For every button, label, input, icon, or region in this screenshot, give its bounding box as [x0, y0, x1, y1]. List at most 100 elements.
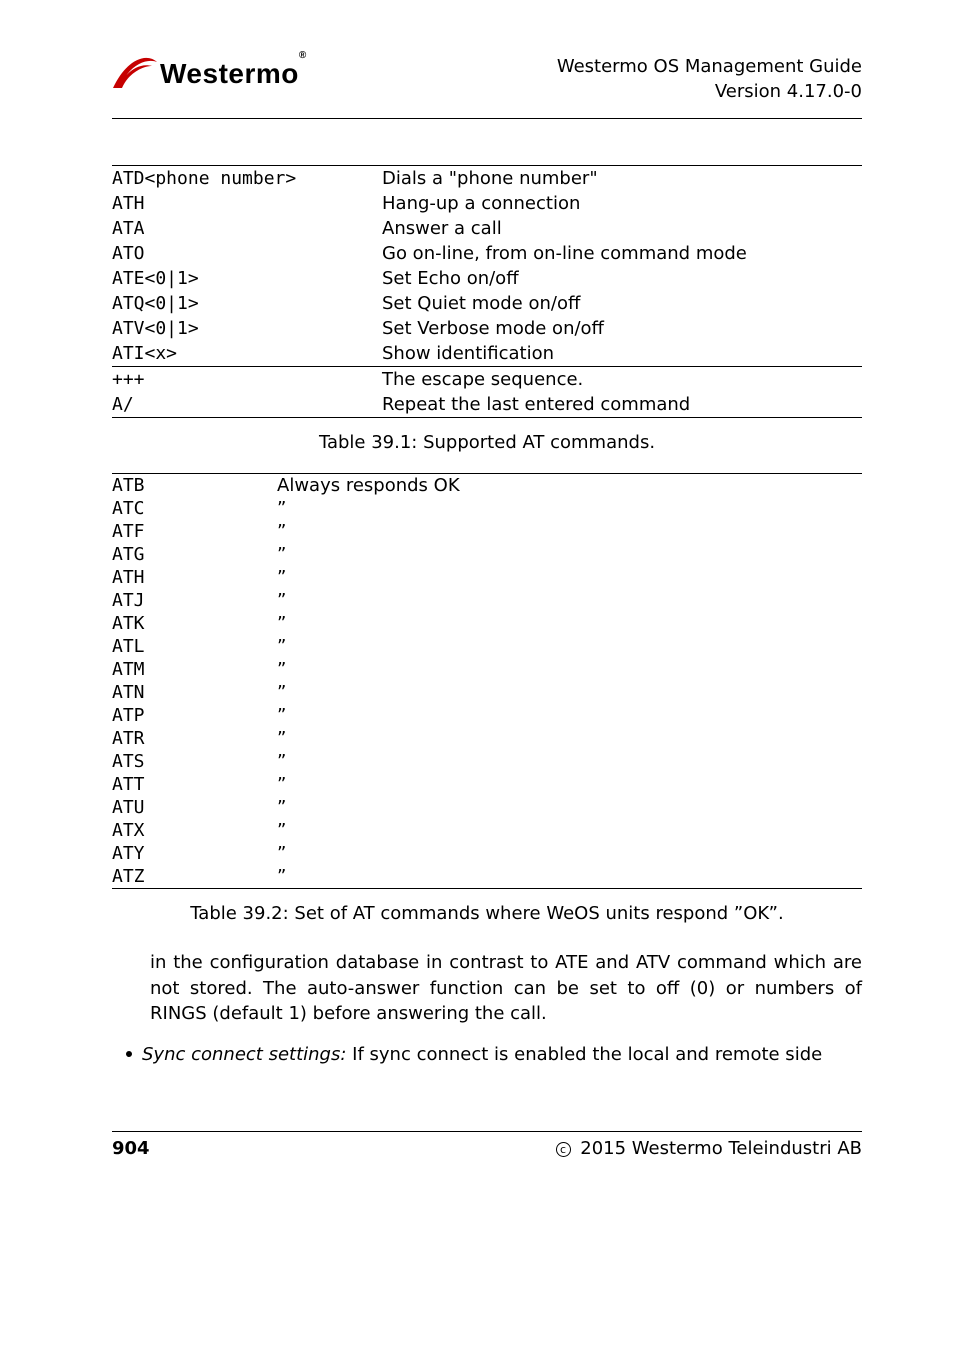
- ok-description: ”: [277, 865, 862, 889]
- table-row: ATH”: [112, 566, 862, 589]
- at-description: Set Verbose mode on/off: [382, 316, 862, 341]
- table-row: ATR”: [112, 727, 862, 750]
- ok-command: ATX: [112, 819, 277, 842]
- table1-caption: Table 39.1: Supported AT commands.: [112, 432, 862, 453]
- ok-description: ”: [277, 727, 862, 750]
- table2-caption: Table 39.2: Set of AT commands where WeO…: [112, 903, 862, 924]
- table-row: ATC”: [112, 497, 862, 520]
- ok-description: ”: [277, 750, 862, 773]
- table-row: ATHHang-up a connection: [112, 191, 862, 216]
- ok-description: ”: [277, 796, 862, 819]
- logo-swoosh-icon: [112, 54, 158, 94]
- ok-description: ”: [277, 704, 862, 727]
- header-title-line2: Version 4.17.0-0: [557, 79, 862, 104]
- table-row: ATT”: [112, 773, 862, 796]
- sync-connect-bullet: Sync connect settings: If sync connect i…: [126, 1042, 862, 1067]
- ok-description: ”: [277, 773, 862, 796]
- ok-command: ATB: [112, 474, 277, 498]
- ok-command: ATS: [112, 750, 277, 773]
- table-row: ATE<0|1>Set Echo on/off: [112, 266, 862, 291]
- at-command: ATA: [112, 216, 382, 241]
- at-description: Answer a call: [382, 216, 862, 241]
- bullet-text: Sync connect settings: If sync connect i…: [142, 1042, 862, 1067]
- at-command: ATH: [112, 191, 382, 216]
- page-number: 904: [112, 1138, 150, 1159]
- ok-command: ATG: [112, 543, 277, 566]
- ok-command: ATC: [112, 497, 277, 520]
- table-row: ATJ”: [112, 589, 862, 612]
- at-command: ATD<phone number>: [112, 166, 382, 192]
- bullet-rest: If sync connect is enabled the local and…: [346, 1044, 822, 1065]
- at-command: A/: [112, 392, 382, 418]
- table-row: ATD<phone number>Dials a "phone number": [112, 166, 862, 192]
- at-command: +++: [112, 367, 382, 393]
- table-row: ATQ<0|1>Set Quiet mode on/off: [112, 291, 862, 316]
- bullet-dot-icon: [126, 1051, 132, 1057]
- table-row: ATY”: [112, 842, 862, 865]
- page-footer: 904 c 2015 Westermo Teleindustri AB: [112, 1136, 862, 1159]
- ok-command: ATM: [112, 658, 277, 681]
- table-row: ATU”: [112, 796, 862, 819]
- at-description: Hang-up a connection: [382, 191, 862, 216]
- bullet-lead: Sync connect settings:: [142, 1044, 346, 1065]
- logo-brand-text: Westermo®: [160, 58, 307, 90]
- page-header: Westermo® Westermo OS Management Guide V…: [112, 54, 862, 114]
- table-row: A/Repeat the last entered command: [112, 392, 862, 418]
- registered-mark: ®: [299, 50, 307, 61]
- table-row: ATAAnswer a call: [112, 216, 862, 241]
- table-row: ATL”: [112, 635, 862, 658]
- at-command: ATI<x>: [112, 341, 382, 367]
- header-title-block: Westermo OS Management Guide Version 4.1…: [557, 54, 862, 104]
- at-description: The escape sequence.: [382, 367, 862, 393]
- copyright-text: 2015 Westermo Teleindustri AB: [575, 1138, 862, 1159]
- table-row: ATG”: [112, 543, 862, 566]
- ok-command: ATF: [112, 520, 277, 543]
- ok-description: Always responds OK: [277, 474, 862, 498]
- at-description: Show identification: [382, 341, 862, 367]
- header-rule: [112, 118, 862, 119]
- table-row: ATX”: [112, 819, 862, 842]
- at-description: Dials a "phone number": [382, 166, 862, 192]
- ok-command: ATU: [112, 796, 277, 819]
- table-row: ATF”: [112, 520, 862, 543]
- at-command: ATO: [112, 241, 382, 266]
- ok-command: ATP: [112, 704, 277, 727]
- copyright-icon: c: [556, 1142, 571, 1157]
- ok-description: ”: [277, 681, 862, 704]
- ok-description: ”: [277, 658, 862, 681]
- table-row: ATM”: [112, 658, 862, 681]
- at-commands-table: ATD<phone number>Dials a "phone number"A…: [112, 165, 862, 418]
- table-row: ATBAlways responds OK: [112, 474, 862, 498]
- at-description: Go on-line, from on-line command mode: [382, 241, 862, 266]
- table-row: ATV<0|1>Set Verbose mode on/off: [112, 316, 862, 341]
- footer-copyright: c 2015 Westermo Teleindustri AB: [556, 1138, 862, 1159]
- ok-description: ”: [277, 819, 862, 842]
- ok-description: ”: [277, 589, 862, 612]
- ok-description: ”: [277, 543, 862, 566]
- table-row: ATS”: [112, 750, 862, 773]
- at-description: Set Quiet mode on/off: [382, 291, 862, 316]
- at-description: Set Echo on/off: [382, 266, 862, 291]
- at-command: ATV<0|1>: [112, 316, 382, 341]
- ok-command: ATY: [112, 842, 277, 865]
- table-row: ATI<x>Show identification: [112, 341, 862, 367]
- table-row: ATP”: [112, 704, 862, 727]
- at-command: ATE<0|1>: [112, 266, 382, 291]
- footer-rule: [112, 1131, 862, 1132]
- ok-command: ATR: [112, 727, 277, 750]
- ok-command: ATL: [112, 635, 277, 658]
- ok-command: ATT: [112, 773, 277, 796]
- table-row: ATZ”: [112, 865, 862, 889]
- ok-commands-table: ATBAlways responds OKATC”ATF”ATG”ATH”ATJ…: [112, 473, 862, 889]
- table-row: ATN”: [112, 681, 862, 704]
- table-row: ATK”: [112, 612, 862, 635]
- config-db-paragraph: in the configuration database in contras…: [150, 950, 862, 1026]
- header-title-line1: Westermo OS Management Guide: [557, 54, 862, 79]
- page: Westermo® Westermo OS Management Guide V…: [0, 0, 954, 1350]
- table-row: +++The escape sequence.: [112, 367, 862, 393]
- ok-description: ”: [277, 566, 862, 589]
- ok-command: ATH: [112, 566, 277, 589]
- ok-command: ATN: [112, 681, 277, 704]
- ok-description: ”: [277, 497, 862, 520]
- at-description: Repeat the last entered command: [382, 392, 862, 418]
